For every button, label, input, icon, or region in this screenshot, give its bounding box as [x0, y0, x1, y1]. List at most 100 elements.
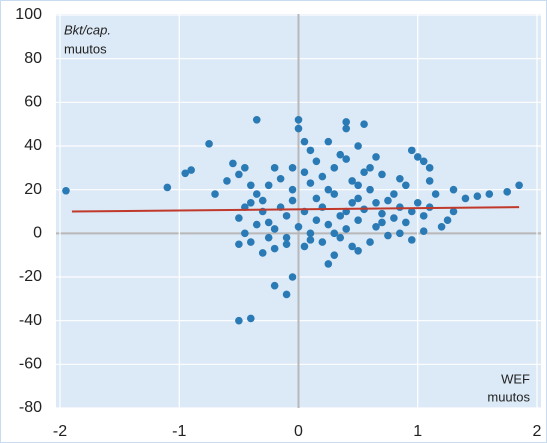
- point: [419, 227, 428, 235]
- y-tick-label: 20: [24, 181, 42, 198]
- point: [378, 209, 386, 218]
- y-tick-label: -20: [19, 268, 42, 285]
- point: [241, 229, 249, 238]
- point: [485, 190, 494, 198]
- point: [62, 186, 70, 195]
- x-axis-label: WEF: [501, 371, 530, 386]
- point: [366, 238, 374, 246]
- point: [288, 185, 297, 194]
- point: [288, 273, 297, 281]
- point: [461, 194, 470, 203]
- point: [503, 188, 511, 196]
- point: [437, 222, 446, 231]
- point: [223, 177, 231, 185]
- point: [300, 168, 309, 176]
- point: [378, 218, 386, 227]
- point: [270, 164, 279, 172]
- point: [330, 164, 339, 172]
- point: [294, 116, 303, 124]
- point: [312, 216, 321, 225]
- point: [270, 244, 279, 253]
- point: [270, 281, 279, 290]
- y-tick-label: -60: [19, 356, 42, 373]
- point: [235, 240, 243, 249]
- point: [372, 198, 380, 207]
- point: [247, 181, 255, 190]
- point: [372, 222, 380, 231]
- point: [318, 172, 327, 181]
- point: [247, 198, 255, 207]
- point: [425, 164, 434, 172]
- point: [306, 179, 315, 187]
- point: [402, 181, 410, 190]
- trend-line: [71, 206, 520, 213]
- point: [354, 194, 362, 203]
- point: [449, 207, 458, 216]
- point: [235, 170, 243, 179]
- point: [247, 314, 255, 323]
- point: [288, 196, 297, 205]
- point: [330, 190, 339, 198]
- point: [354, 181, 362, 190]
- point: [372, 153, 380, 161]
- point: [294, 222, 303, 231]
- point: [306, 146, 315, 155]
- y-tick-label: -80: [19, 399, 42, 416]
- point: [324, 220, 333, 229]
- point: [306, 229, 315, 238]
- point: [288, 164, 297, 172]
- point: [312, 157, 321, 166]
- point: [235, 316, 243, 325]
- point: [342, 155, 351, 163]
- point: [378, 170, 386, 179]
- point: [336, 212, 345, 220]
- point: [431, 190, 440, 198]
- point: [384, 231, 392, 240]
- point: [282, 233, 291, 242]
- point: [348, 242, 356, 251]
- point: [407, 207, 416, 216]
- point: [247, 238, 255, 246]
- point: [324, 185, 333, 194]
- point: [252, 116, 261, 124]
- point: [402, 218, 410, 227]
- point: [330, 251, 339, 259]
- point: [252, 220, 261, 229]
- point: [473, 192, 482, 201]
- point: [282, 290, 291, 299]
- point: [181, 169, 190, 178]
- x-tick-label: -2: [53, 423, 67, 440]
- x-tick-label: 0: [294, 423, 303, 440]
- point: [306, 236, 315, 244]
- point: [336, 150, 345, 159]
- point: [282, 212, 291, 220]
- point: [241, 164, 249, 172]
- point: [235, 214, 243, 222]
- point: [360, 120, 368, 128]
- y-tick-label: 60: [24, 94, 42, 111]
- point: [419, 157, 428, 166]
- point: [348, 177, 356, 185]
- point: [348, 198, 356, 207]
- point: [449, 185, 458, 194]
- point: [366, 185, 374, 194]
- point: [300, 137, 309, 146]
- point: [270, 225, 279, 233]
- point: [342, 118, 351, 126]
- point: [407, 236, 416, 244]
- point: [318, 238, 327, 246]
- y-tick-label: -40: [19, 312, 42, 329]
- point: [312, 194, 321, 203]
- point: [413, 198, 422, 207]
- point: [330, 229, 339, 238]
- x-tick-label: -1: [172, 423, 186, 440]
- y-axis-label: muutos: [64, 41, 107, 56]
- point: [384, 196, 392, 205]
- point: [300, 242, 309, 251]
- point: [366, 164, 374, 172]
- point: [324, 260, 333, 268]
- point: [264, 233, 273, 242]
- x-tick-label: 1: [413, 423, 422, 440]
- point: [163, 183, 172, 192]
